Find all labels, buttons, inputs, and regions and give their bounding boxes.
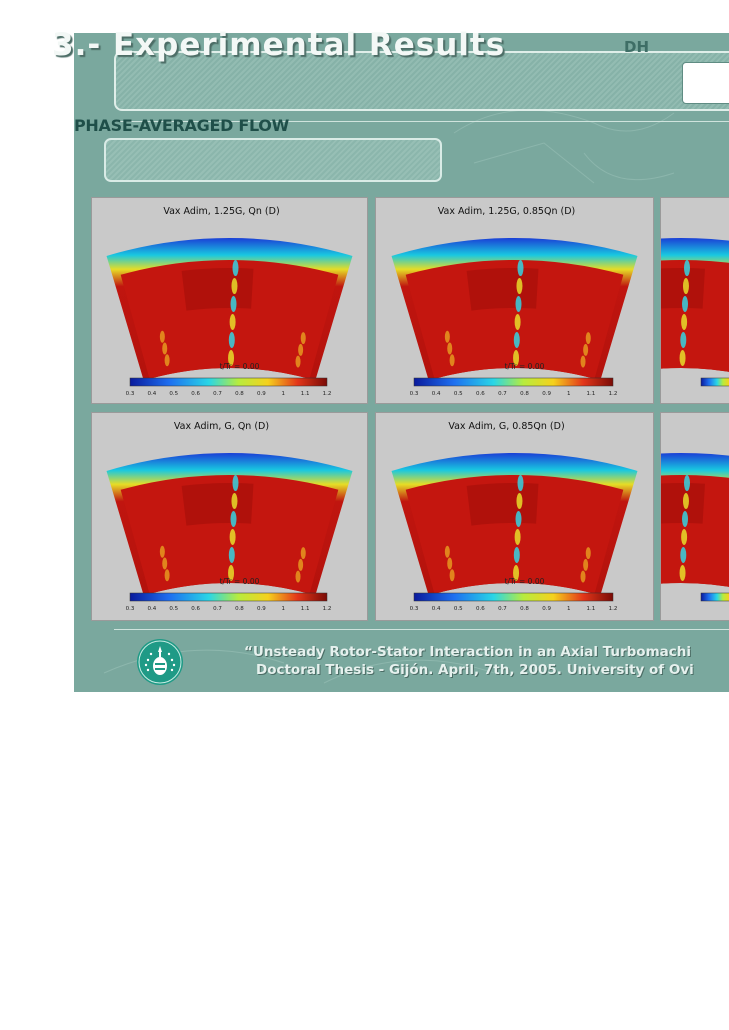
colorbar-tick: 0.8 <box>235 606 244 612</box>
time-label: t/Tr = 0.00 <box>220 362 260 371</box>
colorbar-tick: 1 <box>567 391 571 397</box>
panel-title: Vax Adim, G, Qn (D) <box>174 421 269 432</box>
section-banner <box>104 138 442 182</box>
panel-title: Vax Adim, 1.25G, 0.85Qn (D) <box>438 206 575 217</box>
contour-panel-5: Vax Adim, G, 0.85Qn (D) t/Tr = 0.00 0.3 0.4… <box>375 412 654 621</box>
contour-plot: Vax Adim, 1.25G, Qn (D) t/Tr = 0.00 0.3 0.4… <box>106 206 353 397</box>
contour-panel-3 <box>660 197 729 404</box>
contour-panel-6 <box>660 412 729 621</box>
colorbar-tick: 0.6 <box>191 391 200 397</box>
colorbar-tick: 0.4 <box>432 606 441 612</box>
contour-plot: Vax Adim, G, Qn (D) t/Tr = 0.00 0.3 0.4 0.5 0… <box>106 421 353 612</box>
badge-label: DH <box>624 38 650 56</box>
background-texture <box>103 109 675 684</box>
contour-plot: Vax Adim, 1.25G, 0.85Qn (D) t/Tr = 0.00 0.… <box>391 206 638 397</box>
colorbar-tick: 1 <box>281 606 285 612</box>
colorbar-tick: 0.3 <box>410 391 419 397</box>
colorbar-tick: 0.4 <box>148 606 157 612</box>
colorbar-tick: 0.6 <box>476 606 485 612</box>
colorbar-tick: 1.2 <box>609 391 618 397</box>
colorbar-tick: 1.2 <box>323 391 332 397</box>
colorbar-tick: 0.8 <box>520 391 529 397</box>
colorbar-tick: 0.4 <box>148 391 157 397</box>
colorbar-tick: 1.2 <box>323 606 332 612</box>
title-divider <box>114 121 729 122</box>
colorbar-tick: 0.7 <box>213 606 222 612</box>
time-label: t/Tr = 0.00 <box>505 362 545 371</box>
colorbar-tick: 0.9 <box>542 391 551 397</box>
contour-panel-2: Vax Adim, 1.25G, 0.85Qn (D) t/Tr = 0.00 0.… <box>375 197 654 404</box>
colorbar-tick: 0.5 <box>454 391 463 397</box>
slide-title: 3.- Experimental Results <box>52 27 506 63</box>
section-title: PHASE-AVERAGED FLOW <box>74 116 289 135</box>
contour-plot: Vax Adim, G, 0.85Qn (D) t/Tr = 0.00 0.3 0.4… <box>391 421 638 612</box>
colorbar-tick: 0.5 <box>169 391 178 397</box>
colorbar-tick: 0.9 <box>257 391 266 397</box>
colorbar-tick: 1.1 <box>301 606 310 612</box>
colorbar-tick: 1.2 <box>609 606 618 612</box>
colorbar-tick: 1 <box>281 391 285 397</box>
time-label: t/Tr = 0.00 <box>505 577 545 586</box>
footer-thesis-info: Doctoral Thesis - Gijón. April, 7th, 200… <box>256 662 694 678</box>
colorbar-tick: 0.5 <box>454 606 463 612</box>
colorbar-tick: 0.3 <box>126 391 135 397</box>
panel-title: Vax Adim, 1.25G, Qn (D) <box>163 206 279 217</box>
contour-panel-4: Vax Adim, G, Qn (D) t/Tr = 0.00 0.3 0.4 0.5 0… <box>91 412 368 621</box>
colorbar-tick: 0.5 <box>169 606 178 612</box>
panel-title: Vax Adim, G, 0.85Qn (D) <box>448 421 564 432</box>
footer-thesis-title: “Unsteady Rotor-Stator Interaction in an… <box>244 644 692 660</box>
colorbar-tick: 0.3 <box>410 606 419 612</box>
colorbar-tick: 0.9 <box>542 606 551 612</box>
colorbar-tick: 1.1 <box>587 606 596 612</box>
colorbar-tick: 0.8 <box>520 606 529 612</box>
time-label: t/Tr = 0.00 <box>220 577 260 586</box>
contour-panel-1: Vax Adim, 1.25G, Qn (D) t/Tr = 0.00 0.3 0.4… <box>91 197 368 404</box>
footer-divider <box>114 629 729 630</box>
colorbar-tick: 0.7 <box>213 391 222 397</box>
colorbar-tick: 1.1 <box>587 391 596 397</box>
university-logo-icon <box>137 639 183 685</box>
title-banner <box>114 51 729 111</box>
colorbar-tick: 1.1 <box>301 391 310 397</box>
colorbar-tick: 0.7 <box>498 391 507 397</box>
colorbar-tick: 0.6 <box>191 606 200 612</box>
colorbar-tick: 0.4 <box>432 391 441 397</box>
colorbar-tick: 1 <box>567 606 571 612</box>
colorbar-tick: 0.8 <box>235 391 244 397</box>
colorbar-tick: 0.9 <box>257 606 266 612</box>
colorbar-tick: 0.6 <box>476 391 485 397</box>
department-badge <box>682 62 729 104</box>
contour-plot <box>661 453 729 602</box>
colorbar-tick: 0.7 <box>498 606 507 612</box>
contour-plot <box>661 238 729 387</box>
colorbar-tick: 0.3 <box>126 606 135 612</box>
